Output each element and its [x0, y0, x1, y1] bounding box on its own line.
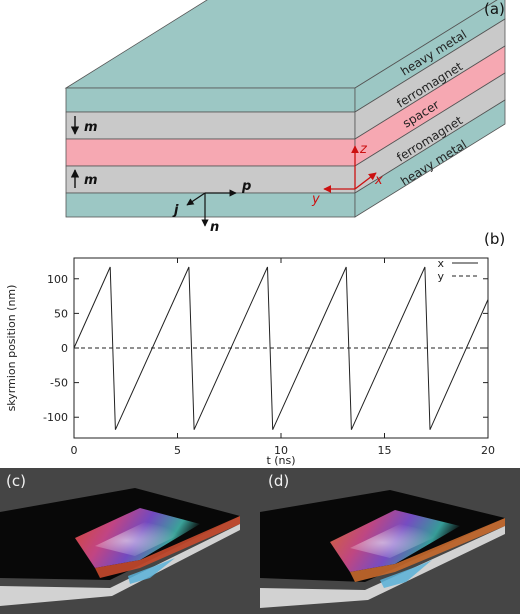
film-edge-stripe	[95, 516, 240, 578]
film-edge-blue	[380, 560, 432, 588]
x-tick-group: 0 5 10 15 20	[71, 258, 495, 457]
x-axis	[354, 172, 377, 190]
multilayer-schematic: heavy metal ferromagnet spacer ferromagn…	[64, 0, 506, 232]
y-axis-title: skyrmion position (nm)	[5, 285, 18, 412]
series-group	[73, 266, 489, 430]
legend-label-y: y	[437, 270, 444, 283]
side-heavy-metal-bottom	[354, 99, 506, 218]
front-ferromagnet-bottom	[65, 165, 356, 194]
z-axis-label: z	[359, 142, 368, 157]
p-label: p	[241, 179, 251, 194]
front-heavy-metal-top	[65, 87, 356, 113]
j-label: j	[172, 203, 179, 218]
x-axis-title: t (ns)	[266, 454, 295, 467]
legend-label-x: x	[437, 257, 444, 270]
skyrmion-core-glow	[350, 524, 442, 558]
y-tick-label: -100	[43, 411, 68, 424]
panel-d-label: (d)	[268, 472, 290, 490]
render-panel-c	[0, 468, 260, 614]
panel-c-label: (c)	[6, 472, 26, 490]
skyrmion-core-glow	[95, 522, 185, 556]
film-edge-stripe	[350, 518, 505, 582]
x-axis-label: x	[374, 173, 383, 188]
n-label: n	[210, 220, 219, 232]
y-tick-label: -50	[50, 377, 68, 390]
y-axis-label: y	[311, 192, 320, 207]
y-tick-group: -100 -50 0 50 100	[43, 273, 488, 424]
x-tick-label: 20	[481, 444, 495, 457]
render-panel-d	[260, 468, 520, 614]
x-tick-label: 0	[71, 444, 78, 457]
panel-a-label: (a)	[484, 0, 505, 18]
x-tick-label: 15	[378, 444, 392, 457]
m-bottom-label: m	[84, 173, 98, 188]
panel-b-label: (b)	[484, 230, 506, 248]
film-bottom-layer	[260, 526, 505, 608]
film-bottom-layer	[0, 524, 240, 606]
y-tick-label: 0	[61, 342, 68, 355]
front-spacer	[65, 138, 356, 167]
m-top-label: m	[84, 120, 98, 135]
film-edge-blue	[128, 558, 175, 584]
front-ferromagnet-top	[65, 111, 356, 140]
y-tick-label: 50	[54, 307, 68, 320]
y-tick-label: 100	[47, 273, 68, 286]
x-tick-label: 10	[274, 444, 288, 457]
front-heavy-metal-bottom	[65, 192, 356, 218]
x-tick-label: 5	[174, 444, 181, 457]
position-chart: -100 -50 0 50 100 0 5 10 15 20 skyrmion position…	[5, 257, 495, 467]
j-arrow	[186, 192, 206, 206]
